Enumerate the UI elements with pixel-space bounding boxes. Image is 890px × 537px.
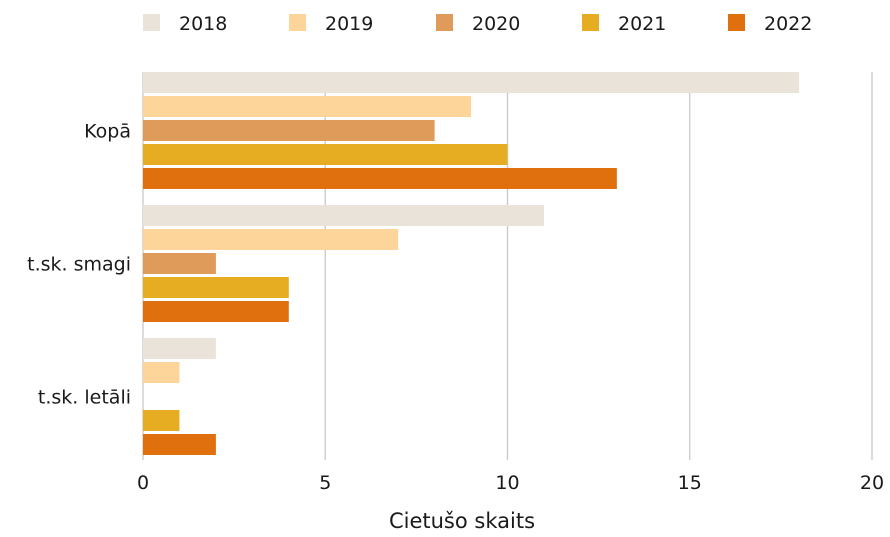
legend-label-2020: 2020	[472, 13, 520, 35]
x-tick-label-0: 0	[137, 472, 149, 494]
bar-t-sk-letali-2022	[143, 434, 216, 455]
bar-t-sk-smagi-2022	[143, 301, 289, 322]
bar-t-sk-smagi-2019	[143, 229, 399, 250]
bar-t-sk-smagi-2020	[143, 253, 216, 274]
category-label-kopa: Kopā	[84, 121, 131, 143]
legend-swatch-2019	[289, 14, 306, 31]
category-label-t-sk-letali: t.sk. letāli	[38, 387, 131, 409]
x-tick-label-10: 10	[495, 472, 519, 494]
legend-swatch-2018	[143, 14, 160, 31]
category-label-t-sk-smagi: t.sk. smagi	[27, 254, 131, 276]
bar-kopa-2019	[143, 96, 472, 117]
legend-label-2019: 2019	[325, 13, 373, 35]
bar-t-sk-letali-2018	[143, 338, 216, 359]
bar-t-sk-letali-2019	[143, 362, 180, 383]
bar-kopa-2022	[143, 168, 617, 189]
x-tick-label-15: 15	[678, 472, 702, 494]
legend-swatch-2022	[728, 14, 745, 31]
bar-kopa-2018	[143, 72, 800, 93]
x-tick-label-20: 20	[860, 472, 884, 494]
bar-kopa-2021	[143, 144, 508, 165]
bar-t-sk-smagi-2021	[143, 277, 289, 298]
bar-t-sk-letali-2021	[143, 410, 180, 431]
legend-swatch-2020	[436, 14, 453, 31]
legend-label-2022: 2022	[764, 13, 812, 35]
legend-swatch-2021	[582, 14, 599, 31]
x-tick-labels: 0 5 10 15 20	[137, 472, 884, 494]
category-labels: Kopā t.sk. smagi t.sk. letāli	[27, 121, 131, 409]
bars	[143, 72, 800, 455]
legend: 2018 2019 2020 2021 2022	[143, 13, 812, 35]
x-tick-label-5: 5	[319, 472, 331, 494]
x-axis-title: Cietušo skaits	[389, 509, 535, 533]
legend-label-2021: 2021	[618, 13, 666, 35]
bar-kopa-2020	[143, 120, 435, 141]
bar-t-sk-smagi-2018	[143, 205, 544, 226]
legend-label-2018: 2018	[179, 13, 227, 35]
